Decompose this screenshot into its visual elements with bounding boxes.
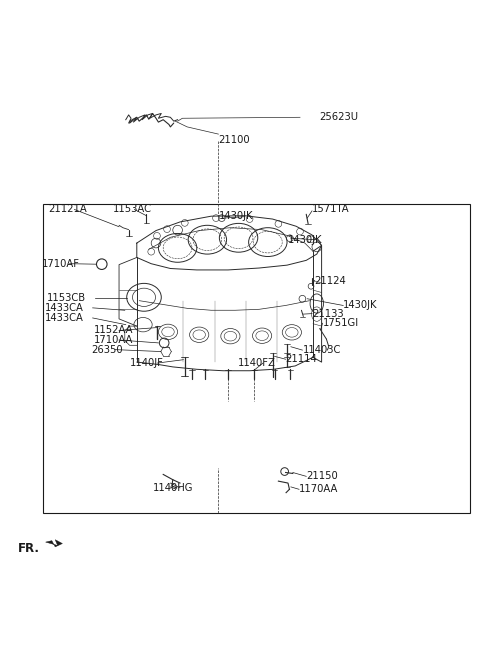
- Text: 21121A: 21121A: [48, 204, 87, 214]
- Text: 1140HG: 1140HG: [153, 483, 193, 493]
- Text: 21100: 21100: [218, 135, 250, 145]
- Text: 1430JK: 1430JK: [218, 211, 253, 221]
- Text: 11403C: 11403C: [302, 345, 341, 355]
- Text: 1571TA: 1571TA: [312, 204, 349, 214]
- Text: 1140JF: 1140JF: [130, 358, 164, 368]
- Text: 1710AA: 1710AA: [94, 335, 133, 345]
- Text: 21150: 21150: [306, 471, 338, 482]
- Text: 1430JK: 1430JK: [288, 235, 323, 244]
- Text: 1153CB: 1153CB: [47, 293, 86, 304]
- Text: 1751GI: 1751GI: [323, 318, 359, 328]
- Text: FR.: FR.: [18, 542, 40, 555]
- Text: 1433CA: 1433CA: [45, 303, 84, 313]
- Polygon shape: [46, 539, 62, 547]
- Text: 1433CA: 1433CA: [45, 313, 84, 323]
- Text: 1153AC: 1153AC: [113, 204, 152, 214]
- Text: 1710AF: 1710AF: [42, 259, 80, 269]
- Text: 21124: 21124: [314, 275, 346, 286]
- Text: 1152AA: 1152AA: [94, 325, 133, 336]
- Text: 26350: 26350: [91, 345, 123, 355]
- Text: 25623U: 25623U: [319, 112, 359, 122]
- Bar: [43, 204, 470, 513]
- Text: 21133: 21133: [312, 309, 344, 319]
- Text: 1140FZ: 1140FZ: [238, 358, 276, 368]
- Text: 1430JK: 1430JK: [343, 300, 378, 311]
- Text: 1170AA: 1170AA: [299, 484, 338, 494]
- Text: 21114: 21114: [286, 354, 317, 364]
